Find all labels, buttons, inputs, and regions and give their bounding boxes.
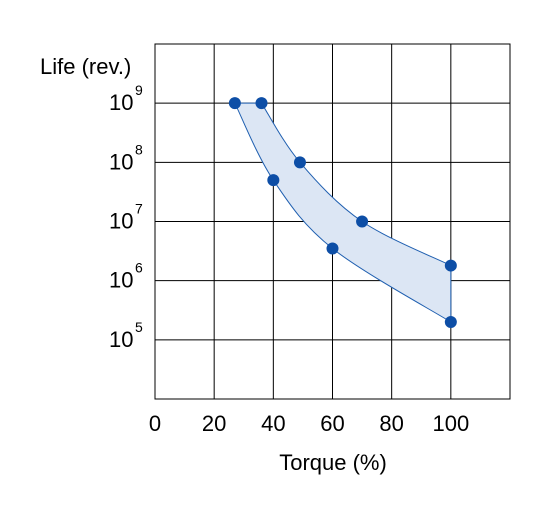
y-tick-exponent: 9 bbox=[135, 82, 143, 98]
x-axis-title: Torque (%) bbox=[279, 450, 387, 475]
y-tick-base: 10 bbox=[109, 90, 133, 115]
data-point bbox=[267, 174, 280, 187]
y-tick-exponent: 5 bbox=[135, 319, 143, 335]
data-point bbox=[444, 259, 457, 272]
x-tick-label: 100 bbox=[432, 411, 469, 436]
data-point bbox=[326, 242, 339, 255]
life-band bbox=[234, 102, 452, 323]
y-tick-base: 10 bbox=[109, 209, 133, 234]
x-tick-label: 80 bbox=[379, 411, 403, 436]
grid bbox=[154, 43, 511, 400]
upper-curve bbox=[261, 102, 452, 267]
band-fill bbox=[234, 103, 451, 323]
y-tick-base: 10 bbox=[109, 268, 133, 293]
x-tick-label: 40 bbox=[261, 411, 285, 436]
x-tick-label: 0 bbox=[149, 411, 161, 436]
data-points bbox=[228, 97, 457, 329]
data-point bbox=[293, 156, 306, 169]
y-tick-exponent: 7 bbox=[135, 201, 143, 217]
y-tick-exponent: 6 bbox=[135, 260, 143, 276]
data-point bbox=[228, 97, 241, 110]
y-tick-exponent: 8 bbox=[135, 141, 143, 157]
data-point bbox=[444, 316, 457, 329]
data-point bbox=[356, 215, 369, 228]
x-tick-label: 60 bbox=[320, 411, 344, 436]
y-tick-base: 10 bbox=[109, 149, 133, 174]
y-axis-title: Life (rev.) bbox=[40, 54, 131, 79]
x-tick-labels: 0 20 40 60 80 100 bbox=[149, 411, 469, 436]
y-tick-base: 10 bbox=[109, 327, 133, 352]
x-tick-label: 20 bbox=[202, 411, 226, 436]
data-point bbox=[255, 97, 268, 110]
lower-curve bbox=[234, 102, 452, 323]
